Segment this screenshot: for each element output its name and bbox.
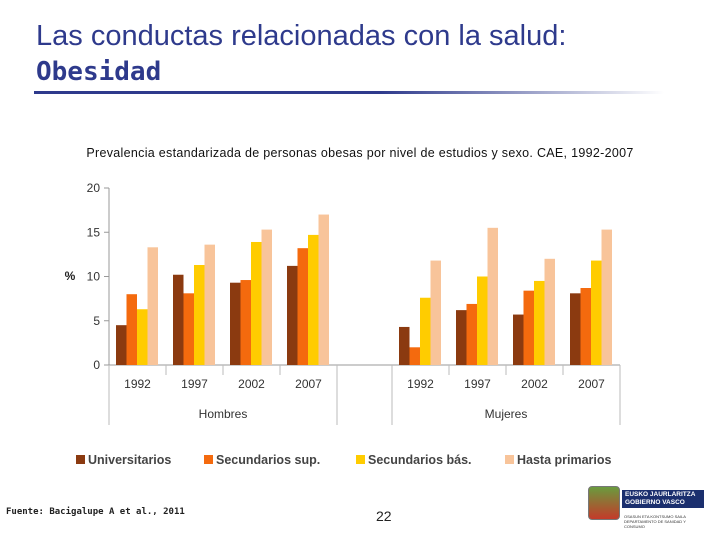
y-tick-label: 15: [87, 225, 101, 239]
logo-banner: EUSKO JAURLARITZA GOBIERNO VASCO: [622, 490, 704, 508]
bar-mujeres-1992: [430, 260, 441, 365]
bar-mujeres-2002: [523, 290, 534, 365]
legend-swatch: [505, 455, 514, 464]
legend-label: Secundarios sup.: [216, 453, 320, 467]
bar-mujeres-1992: [399, 326, 410, 365]
bar-hombres-2007: [287, 265, 298, 365]
y-tick-label: 20: [87, 181, 101, 195]
page-number: 22: [376, 508, 392, 524]
y-tick-label: 0: [93, 358, 100, 372]
bar-mujeres-1992: [420, 297, 431, 365]
slide-title-line1: Las conductas relacionadas con la salud:: [36, 20, 567, 52]
bar-hombres-2002: [230, 282, 241, 365]
legend-swatch: [356, 455, 365, 464]
title-divider: [34, 91, 664, 94]
y-tick-label: 5: [93, 314, 100, 328]
slide-title-line2: Obesidad: [36, 57, 162, 87]
group-label: Mujeres: [485, 407, 528, 421]
coat-of-arms-icon: [588, 486, 620, 520]
logo-small1: OSASUN ETA KONTSUMO SAILA: [624, 514, 686, 519]
bar-mujeres-2002: [513, 314, 524, 365]
chart-title: Prevalencia estandarizada de personas ob…: [86, 146, 634, 160]
bar-hombres-1992: [126, 294, 137, 365]
bar-hombres-1997: [183, 293, 194, 365]
bar-hombres-2002: [251, 241, 262, 365]
y-axis-label: %: [65, 269, 76, 283]
obesity-bar-chart: 0 5 10 15 20% 1992 1997 2002 2007 Hombres 1992 1997…: [65, 181, 621, 467]
bar-hombres-2002: [240, 280, 251, 365]
y-tick-label: 10: [87, 270, 101, 284]
bar-mujeres-2002: [544, 258, 555, 365]
bar-mujeres-2002: [534, 280, 545, 365]
bar-mujeres-1992: [409, 347, 420, 365]
bar-mujeres-2007: [601, 229, 612, 365]
x-tick-label: 2007: [578, 377, 605, 391]
x-tick-label: 2007: [295, 377, 322, 391]
bar-hombres-2007: [297, 248, 308, 365]
x-tick-label: 1992: [407, 377, 434, 391]
bar-mujeres-1997: [477, 276, 488, 365]
x-tick-label: 2002: [238, 377, 265, 391]
bar-mujeres-2007: [570, 293, 581, 365]
bar-hombres-2007: [308, 234, 319, 365]
legend-label: Secundarios bás.: [368, 453, 472, 467]
bar-hombres-1992: [147, 247, 158, 365]
gobierno-vasco-logo: EUSKO JAURLARITZA GOBIERNO VASCO OSASUN …: [588, 486, 708, 536]
bar-hombres-1997: [173, 274, 184, 365]
legend-label: Universitarios: [88, 453, 171, 467]
logo-department: OSASUN ETA KONTSUMO SAILA DEPARTAMENTO D…: [624, 514, 704, 529]
bar-mujeres-2007: [591, 260, 602, 365]
source-note: Fuente: Bacigalupe A et al., 2011: [6, 507, 185, 517]
bar-hombres-1997: [204, 244, 215, 365]
bar-hombres-2007: [318, 214, 329, 365]
logo-line1: EUSKO JAURLARITZA: [625, 491, 696, 498]
bar-mujeres-1997: [466, 303, 477, 365]
bar-hombres-1997: [194, 264, 205, 365]
bar-mujeres-1997: [487, 227, 498, 365]
legend-swatch: [76, 455, 85, 464]
bar-hombres-1992: [137, 309, 148, 365]
x-tick-label: 1992: [124, 377, 151, 391]
bar-mujeres-1997: [456, 310, 467, 365]
logo-line2: GOBIERNO VASCO: [625, 499, 685, 506]
x-tick-label: 1997: [464, 377, 491, 391]
legend-swatch: [204, 455, 213, 464]
slide-title: Las conductas relacionadas con la salud:…: [36, 20, 566, 88]
legend-label: Hasta primarios: [517, 453, 612, 467]
logo-small2: DEPARTAMENTO DE SANIDAD Y CONSUMO: [624, 519, 686, 529]
group-label: Hombres: [199, 407, 248, 421]
x-tick-label: 2002: [521, 377, 548, 391]
x-tick-label: 1997: [181, 377, 208, 391]
bar-mujeres-2007: [580, 288, 591, 365]
bar-hombres-1992: [116, 325, 127, 365]
bar-hombres-2002: [261, 229, 272, 365]
